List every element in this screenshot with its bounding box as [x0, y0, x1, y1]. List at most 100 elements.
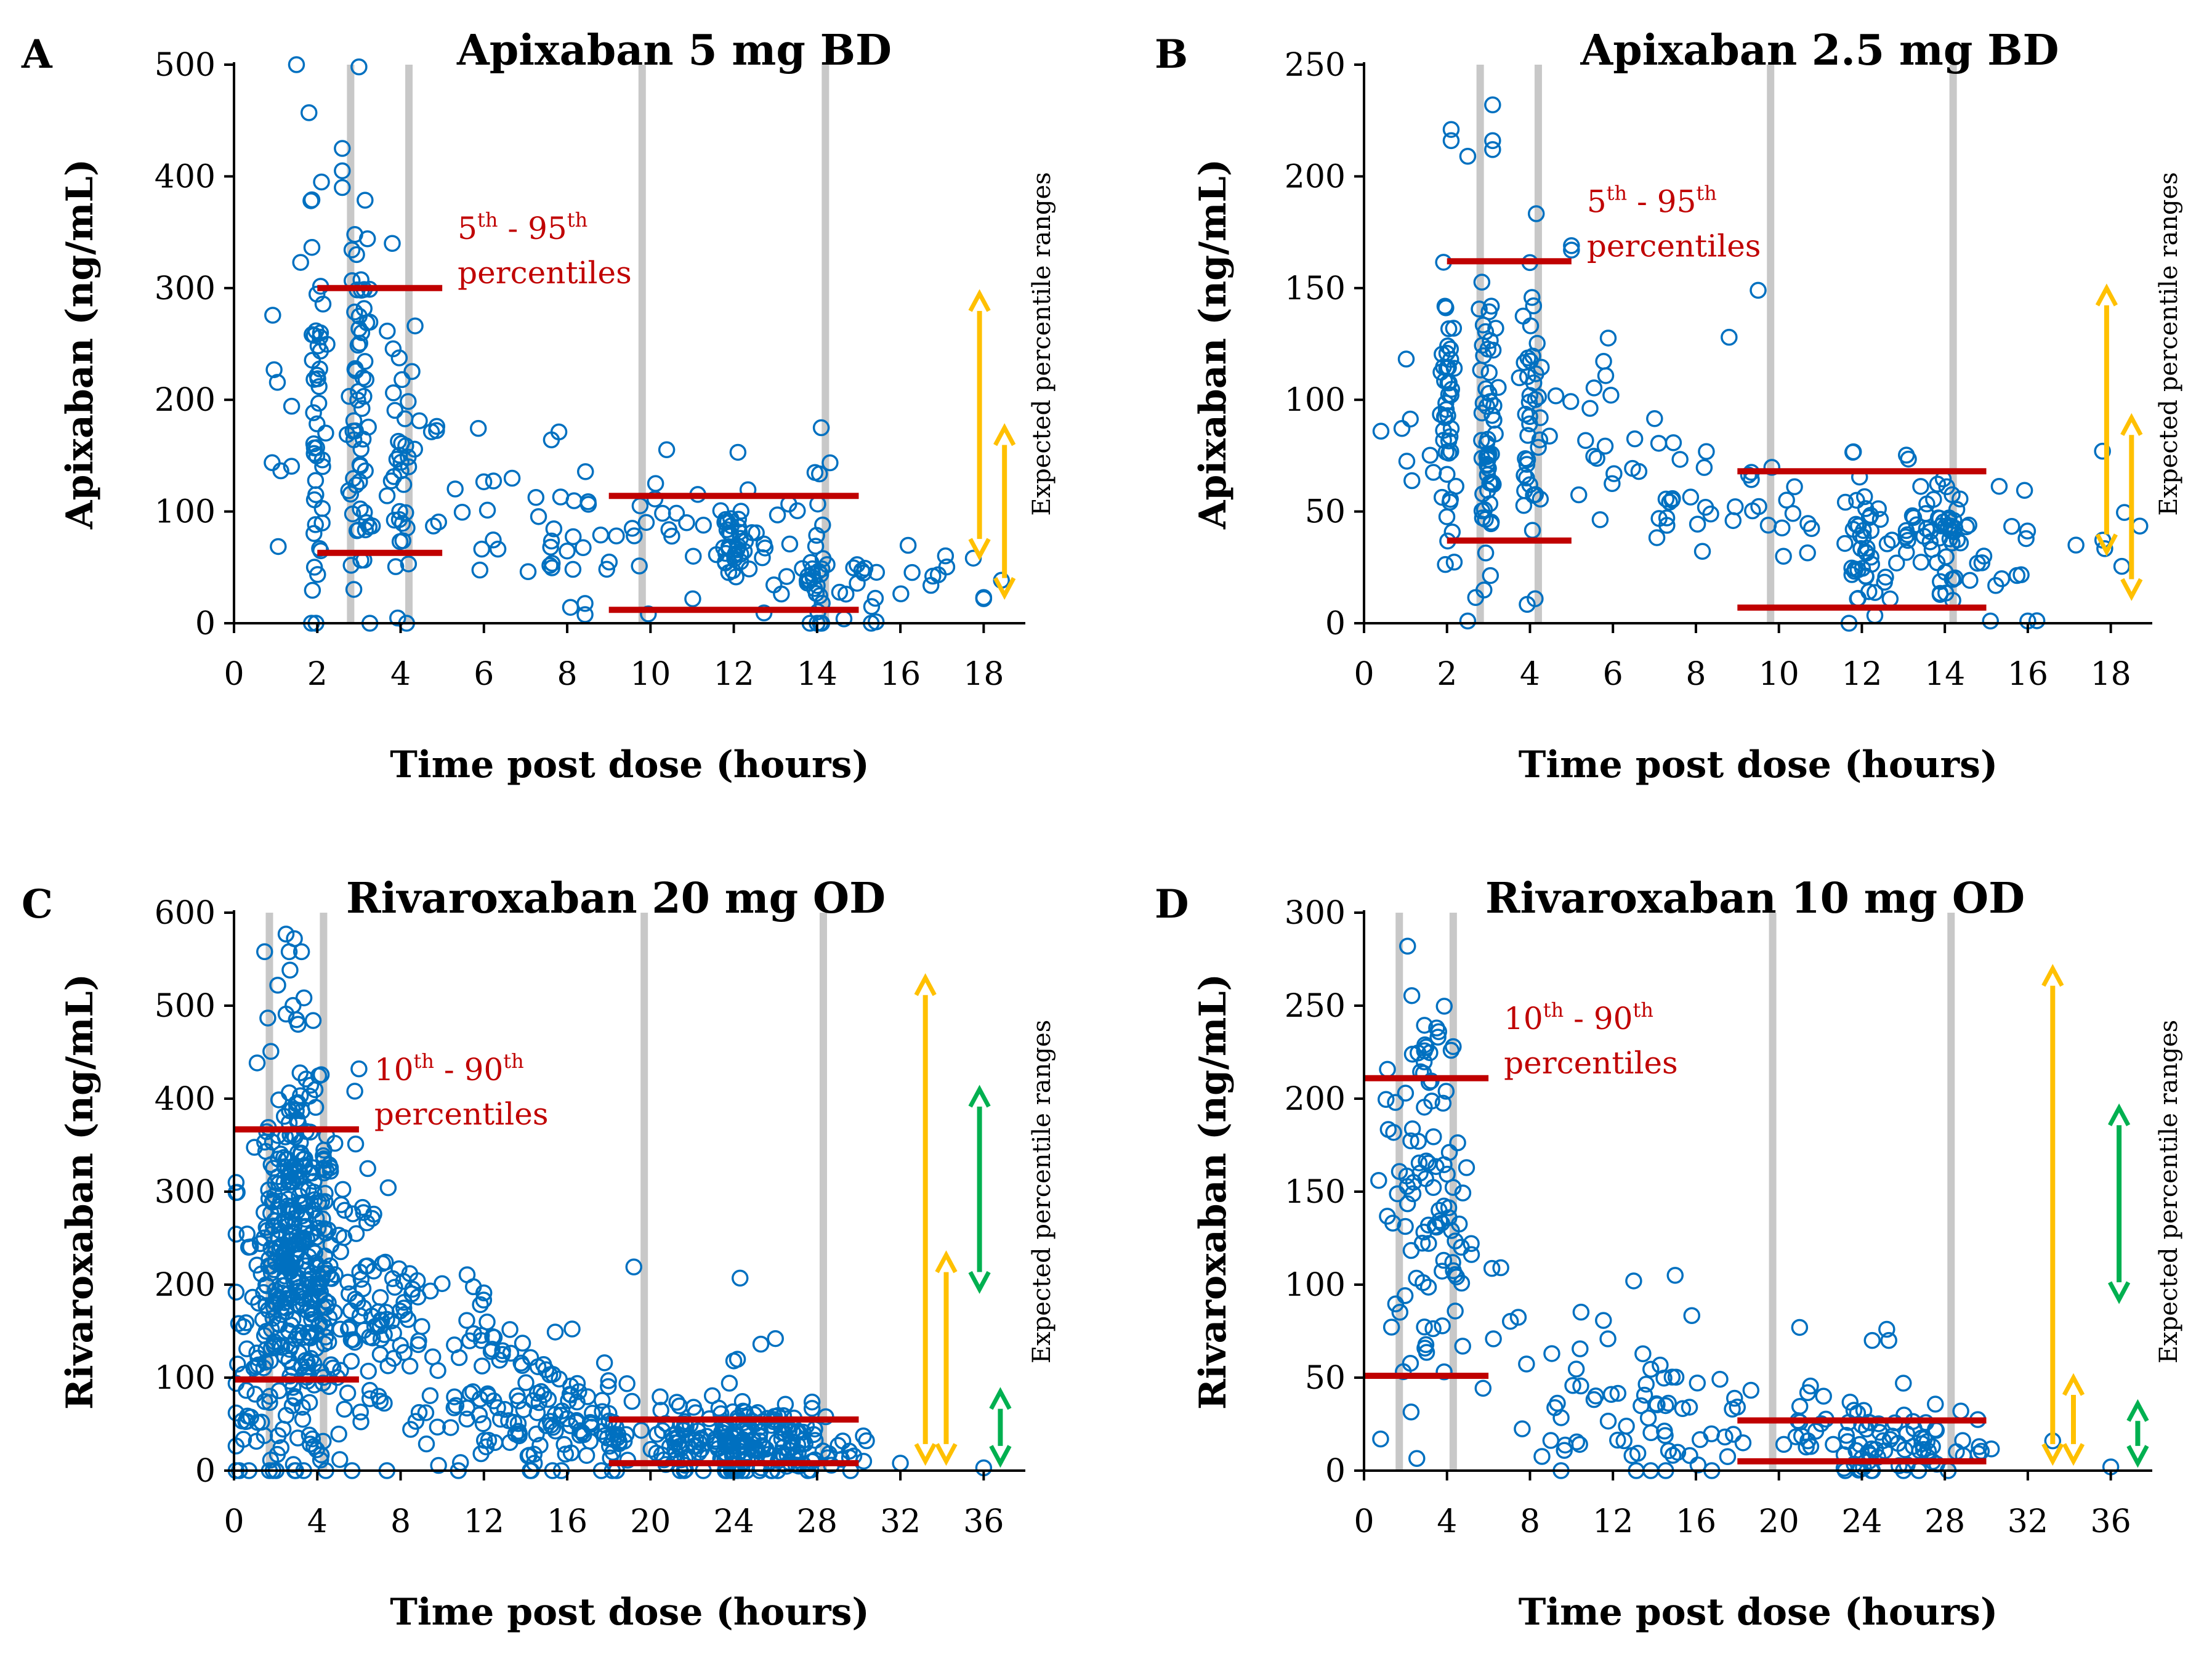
x-tick-label: 4 [390, 656, 411, 693]
data-point [1556, 1436, 1574, 1454]
data-point [604, 1444, 621, 1461]
data-point [307, 1210, 325, 1227]
data-point [1533, 1448, 1551, 1465]
data-point [717, 544, 735, 562]
data-point [235, 1431, 252, 1448]
data-point [400, 393, 417, 410]
data-point [305, 439, 323, 457]
arrow-head-up [2041, 964, 2064, 987]
data-point [1905, 509, 1923, 527]
data-point [334, 179, 351, 196]
data-point [1473, 502, 1491, 520]
data-point [1591, 511, 1609, 528]
data-point [1477, 380, 1495, 398]
panel-letter: A [21, 31, 53, 78]
data-point [1484, 141, 1501, 158]
data-point [1636, 1386, 1653, 1404]
data-point [781, 535, 799, 553]
data-point [1719, 1448, 1737, 1465]
data-point [254, 1311, 272, 1328]
x-tick-label: 12 [713, 656, 754, 693]
x-tick-label: 12 [464, 1503, 504, 1540]
data-point [1602, 386, 1620, 404]
data-point [348, 522, 366, 539]
data-point [447, 1397, 465, 1414]
data-point [350, 320, 368, 337]
data-point [1681, 1399, 1698, 1416]
data-point [1419, 1278, 1437, 1296]
data-point [1434, 1317, 1451, 1335]
data-point [1960, 516, 1977, 534]
data-point [344, 1331, 362, 1348]
data-point [334, 162, 351, 180]
data-point [1625, 1272, 1642, 1290]
data-point [1572, 1340, 1589, 1358]
y-tick-label: 200 [155, 1267, 216, 1304]
data-point [351, 1307, 369, 1325]
data-point [241, 1238, 259, 1256]
data-point [1609, 1431, 1626, 1449]
data-point [1856, 488, 1873, 506]
data-point [1439, 466, 1456, 483]
data-point [849, 575, 866, 592]
data-point [2067, 536, 2085, 554]
data-point [320, 1333, 337, 1351]
data-point [345, 581, 363, 598]
data-point [227, 1174, 245, 1191]
x-axis-label: Time post dose (hours) [390, 1591, 870, 1634]
data-point [1480, 384, 1498, 402]
data-point [605, 1431, 623, 1448]
data-point [379, 322, 396, 340]
data-point [1442, 341, 1459, 358]
panel-a: 0 100 200 300 400 500 0 2 4 6 8 10 12 14 16 18 5th - 95t… [21, 26, 1056, 786]
data-point [304, 1012, 322, 1029]
data-point [1642, 1360, 1660, 1378]
data-point [1463, 1246, 1480, 1263]
data-point [1402, 410, 1419, 428]
data-point [1698, 443, 1715, 461]
y-tick-label: 0 [1325, 1453, 1346, 1490]
x-tick-label: 8 [390, 1503, 411, 1540]
data-point [1519, 451, 1536, 469]
data-point [262, 1043, 280, 1060]
data-point [1572, 1377, 1589, 1395]
data-point [307, 516, 325, 533]
data-point [1437, 1083, 1455, 1100]
data-point [339, 1384, 357, 1402]
x-tick-label: 28 [797, 1503, 838, 1540]
data-point [268, 374, 286, 391]
data-point [1417, 1336, 1435, 1354]
y-tick-label: 400 [155, 158, 216, 195]
data-point [1418, 1038, 1435, 1056]
data-point [1483, 1259, 1501, 1277]
data-point [385, 384, 402, 402]
data-point [535, 1355, 552, 1373]
data-point [1585, 1391, 1603, 1408]
data-point [1597, 367, 1615, 384]
data-point [1599, 329, 1617, 347]
data-point [899, 536, 917, 554]
data-point [1774, 519, 1791, 537]
data-point [1379, 1121, 1397, 1138]
data-point [584, 1404, 601, 1422]
data-point [305, 525, 323, 542]
data-point [551, 1370, 568, 1388]
data-point [442, 1419, 459, 1436]
data-point [304, 1430, 321, 1448]
data-point [450, 1349, 468, 1367]
data-point [740, 560, 758, 578]
arrow-head-up [935, 1250, 958, 1274]
data-point [1650, 510, 1668, 527]
data-point [304, 1242, 321, 1259]
data-point [531, 1437, 549, 1454]
x-tick-label: 12 [1592, 1503, 1633, 1540]
data-point [348, 246, 365, 264]
data-point [453, 503, 471, 521]
data-point [578, 1447, 595, 1464]
data-point [1520, 394, 1538, 411]
data-point [1663, 1368, 1681, 1386]
percentiles-label: percentiles [374, 1096, 549, 1132]
data-point [1844, 520, 1862, 538]
x-tick-label: 2 [1437, 656, 1457, 693]
